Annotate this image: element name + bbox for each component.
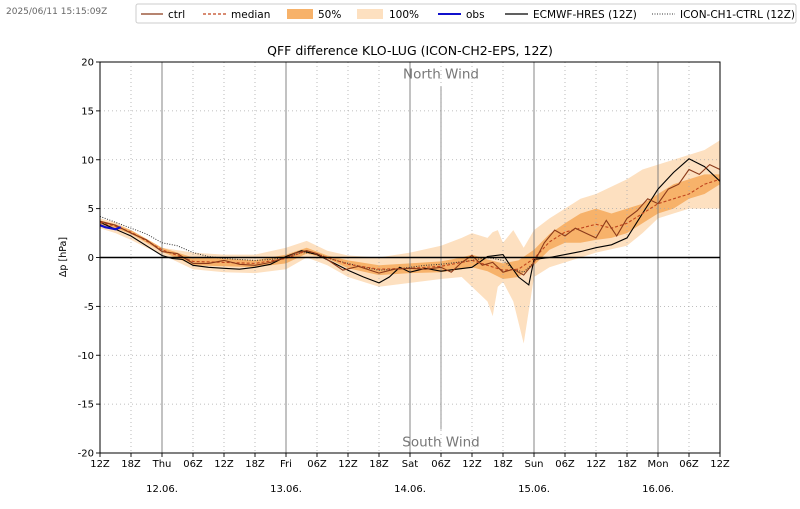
legend-50-label: 50% bbox=[318, 9, 341, 21]
x-tick-label: 06Z bbox=[555, 459, 575, 470]
x-tick-label: Thu bbox=[152, 459, 172, 470]
y-tick-label: -10 bbox=[78, 351, 94, 362]
chart-title: QFF difference KLO-LUG (ICON-CH2-EPS, 12… bbox=[267, 43, 553, 58]
legend-100-label: 100% bbox=[389, 9, 419, 21]
y-tick-label: 15 bbox=[81, 106, 94, 117]
plot-area bbox=[99, 61, 721, 454]
legend-50-swatch bbox=[287, 9, 313, 19]
obs-line bbox=[99, 224, 122, 231]
x-tick-label: 12Z bbox=[338, 459, 358, 470]
x-tick-label: Sun bbox=[524, 459, 543, 470]
x-tick-date: 13.06. bbox=[270, 484, 302, 495]
x-axis-ticks: 12Z 18Z Thu 12.06. 06Z 12Z 18Z Fri 13.06. 06Z 12Z 1… bbox=[90, 453, 730, 495]
y-axis-ticks: -20 -15 -10 -5 0 5 10 15 20 bbox=[78, 58, 100, 460]
ctrl-line bbox=[99, 163, 721, 276]
x-tick-date: 14.06. bbox=[394, 484, 426, 495]
legend: ctrl median 50% 100% obs ECMWF-HRES (12Z… bbox=[135, 3, 797, 24]
x-tick-label: Sat bbox=[402, 459, 418, 470]
x-tick-label: 12Z bbox=[90, 459, 110, 470]
annotation-south-wind: South Wind bbox=[402, 434, 479, 450]
x-tick-label: 12Z bbox=[710, 459, 730, 470]
ich1-ctrl-line bbox=[99, 215, 535, 273]
x-tick-label: 06Z bbox=[679, 459, 699, 470]
y-tick-label: -20 bbox=[78, 449, 94, 460]
ecmwf-hres-line bbox=[99, 158, 721, 286]
x-tick-label: 18Z bbox=[245, 459, 265, 470]
y-tick-label: 0 bbox=[88, 253, 94, 264]
x-tick-date: 12.06. bbox=[146, 484, 178, 495]
annotation-north-wind: North Wind bbox=[403, 67, 479, 83]
x-tick-label: Mon bbox=[647, 459, 668, 470]
x-tick-date: 15.06. bbox=[518, 484, 550, 495]
timestamp: 2025/06/11 15:15:09Z bbox=[6, 7, 108, 17]
x-tick-label: 06Z bbox=[431, 459, 451, 470]
y-axis-label: Δp [hPa] bbox=[58, 237, 69, 277]
legend-100-swatch bbox=[357, 9, 383, 19]
y-tick-label: 5 bbox=[88, 204, 94, 215]
x-tick-label: 18Z bbox=[369, 459, 389, 470]
legend-ich1-label: ICON-CH1-CTRL (12Z) bbox=[680, 9, 795, 21]
y-tick-label: -15 bbox=[78, 400, 94, 411]
x-tick-label: 18Z bbox=[617, 459, 637, 470]
x-tick-label: 18Z bbox=[493, 459, 513, 470]
median-line bbox=[99, 178, 721, 271]
legend-median-label: median bbox=[231, 9, 270, 21]
plot-frame bbox=[99, 61, 721, 454]
legend-obs-label: obs bbox=[466, 9, 485, 21]
y-tick-label: 20 bbox=[81, 58, 94, 69]
legend-ecmwf-label: ECMWF-HRES (12Z) bbox=[533, 9, 637, 21]
x-tick-date: 16.06. bbox=[642, 484, 674, 495]
x-tick-label: 18Z bbox=[121, 459, 141, 470]
x-tick-label: 12Z bbox=[586, 459, 606, 470]
x-tick-label: Fri bbox=[280, 459, 292, 470]
x-tick-label: 06Z bbox=[307, 459, 327, 470]
band-100-percent bbox=[100, 140, 720, 344]
y-tick-label: -5 bbox=[84, 302, 94, 313]
x-tick-label: 12Z bbox=[462, 459, 482, 470]
x-tick-label: 12Z bbox=[214, 459, 234, 470]
legend-ctrl-label: ctrl bbox=[168, 9, 185, 21]
y-tick-label: 10 bbox=[81, 155, 94, 166]
annotations: North Wind South Wind bbox=[402, 67, 479, 451]
x-tick-label: 06Z bbox=[183, 459, 203, 470]
